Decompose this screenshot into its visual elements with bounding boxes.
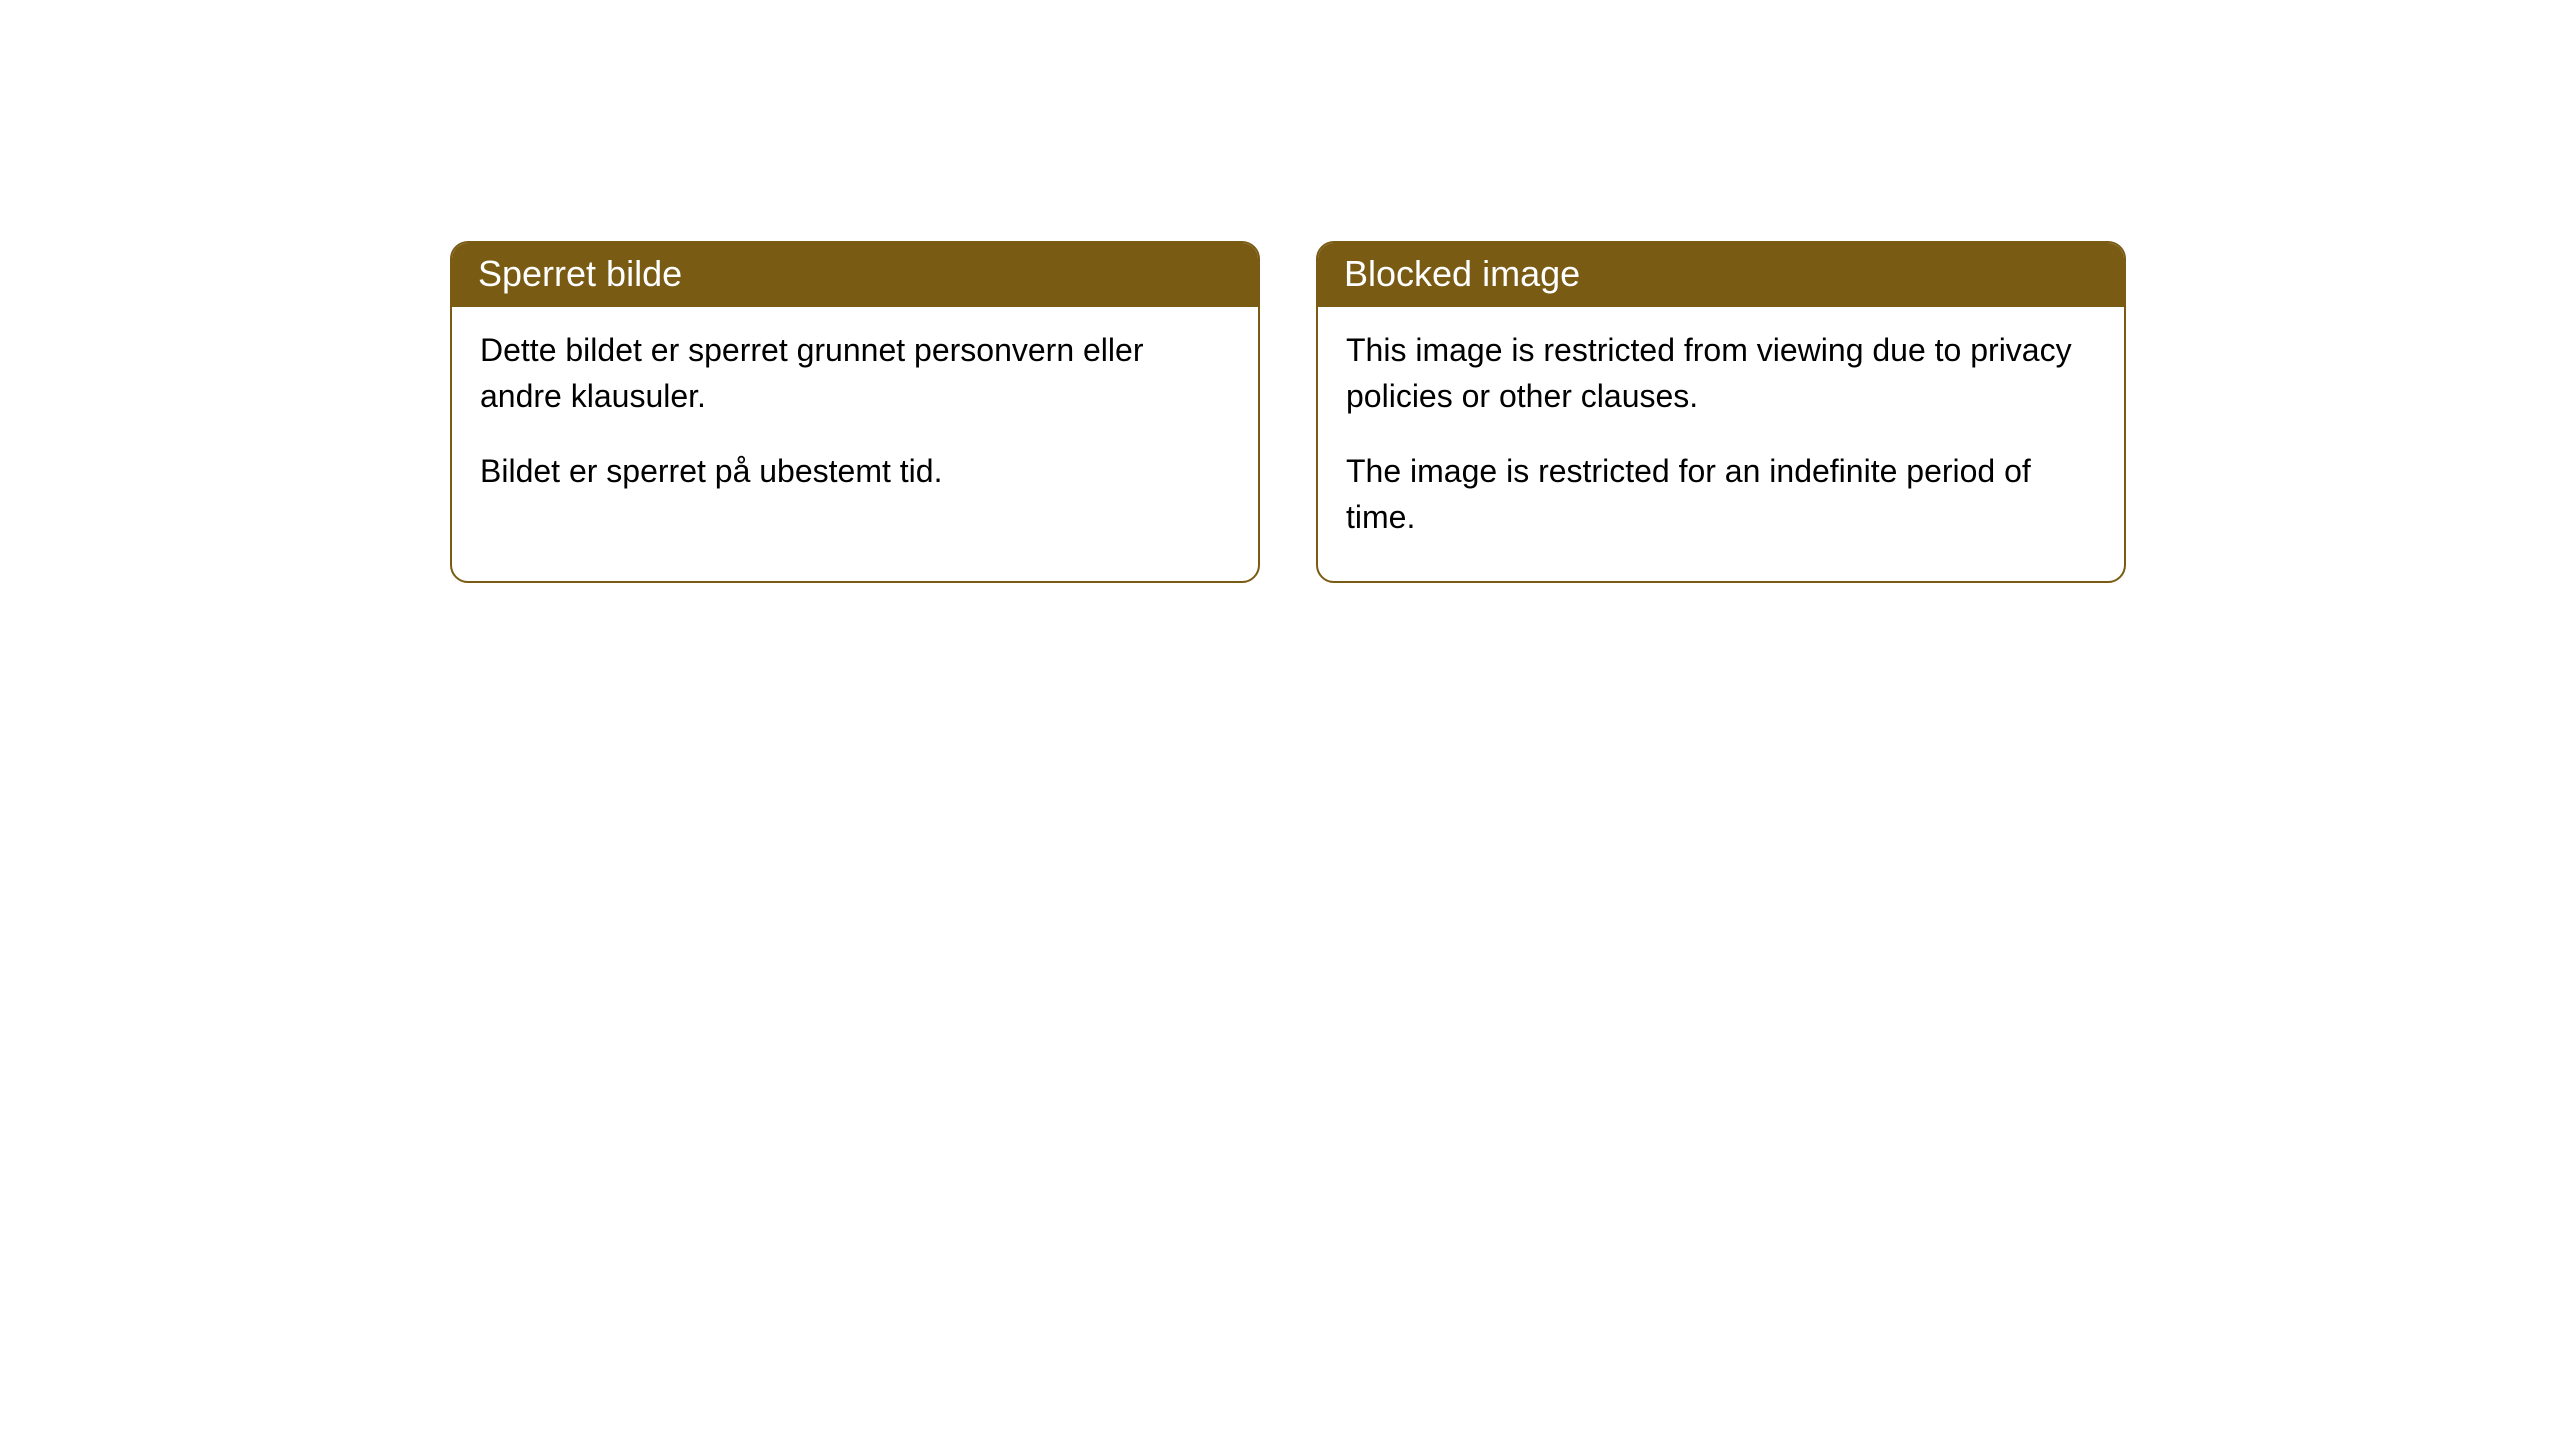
notice-card-english: Blocked image This image is restricted f… xyxy=(1316,241,2126,583)
card-title: Blocked image xyxy=(1344,253,1580,294)
card-body: This image is restricted from viewing du… xyxy=(1318,307,2124,581)
card-header: Sperret bilde xyxy=(452,243,1258,307)
card-title: Sperret bilde xyxy=(478,253,682,294)
notice-card-norwegian: Sperret bilde Dette bildet er sperret gr… xyxy=(450,241,1260,583)
card-header: Blocked image xyxy=(1318,243,2124,307)
card-body: Dette bildet er sperret grunnet personve… xyxy=(452,307,1258,534)
card-paragraph-1: This image is restricted from viewing du… xyxy=(1346,327,2096,420)
notice-cards-container: Sperret bilde Dette bildet er sperret gr… xyxy=(450,241,2560,583)
card-paragraph-1: Dette bildet er sperret grunnet personve… xyxy=(480,327,1230,420)
card-paragraph-2: The image is restricted for an indefinit… xyxy=(1346,448,2096,541)
card-paragraph-2: Bildet er sperret på ubestemt tid. xyxy=(480,448,1230,494)
